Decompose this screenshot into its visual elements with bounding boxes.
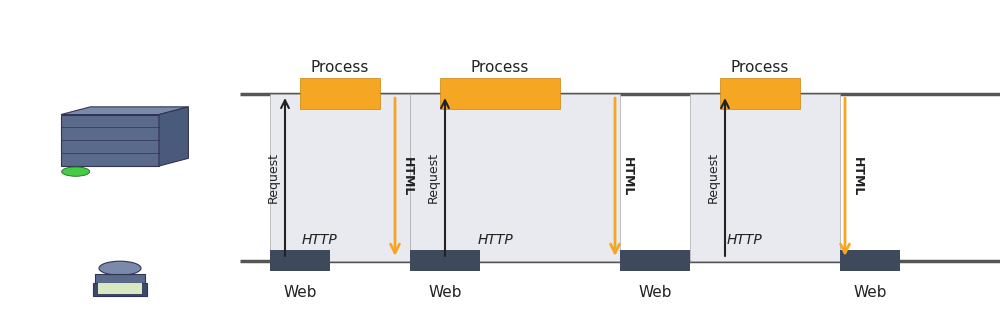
Polygon shape (61, 107, 188, 115)
Text: Web: Web (853, 285, 887, 300)
Bar (270, 94, 410, 261)
Text: Process: Process (471, 60, 529, 75)
Bar (840, 250, 900, 271)
Bar (440, 78, 560, 109)
Bar (410, 94, 620, 261)
Text: HTTP: HTTP (302, 233, 338, 247)
Polygon shape (159, 107, 188, 166)
Bar (98, 283, 142, 294)
Text: Request: Request (706, 152, 720, 202)
Bar (690, 94, 840, 261)
Text: Request: Request (266, 152, 279, 202)
Bar (620, 250, 690, 271)
Text: HTML: HTML (400, 157, 414, 197)
Bar (720, 78, 800, 109)
Text: Web: Web (428, 285, 462, 300)
Bar (410, 250, 480, 271)
Text: Process: Process (311, 60, 369, 75)
Bar (270, 250, 330, 271)
Circle shape (99, 261, 141, 275)
Text: Process: Process (731, 60, 789, 75)
Text: HTML: HTML (620, 157, 634, 197)
Circle shape (62, 167, 90, 176)
Bar (61, 115, 159, 166)
Bar (95, 274, 145, 292)
Text: HTTP: HTTP (477, 233, 513, 247)
Text: Request: Request (426, 152, 440, 202)
Text: Web: Web (638, 285, 672, 300)
Text: HTML: HTML (850, 157, 864, 197)
Text: Web: Web (283, 285, 317, 300)
Text: HTTP: HTTP (727, 233, 763, 247)
Bar (300, 78, 380, 109)
Bar (93, 283, 147, 296)
